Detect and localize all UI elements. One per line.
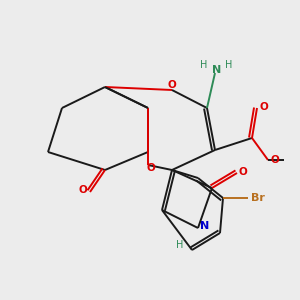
Text: O: O <box>168 80 176 90</box>
Text: H: H <box>176 240 184 250</box>
Text: Br: Br <box>251 193 265 203</box>
Text: N: N <box>212 65 222 75</box>
Text: O: O <box>260 102 268 112</box>
Text: H: H <box>225 60 233 70</box>
Text: N: N <box>200 221 210 231</box>
Text: O: O <box>79 185 87 195</box>
Text: H: H <box>200 60 208 70</box>
Text: O: O <box>147 163 155 173</box>
Text: O: O <box>238 167 247 177</box>
Text: O: O <box>271 155 279 165</box>
